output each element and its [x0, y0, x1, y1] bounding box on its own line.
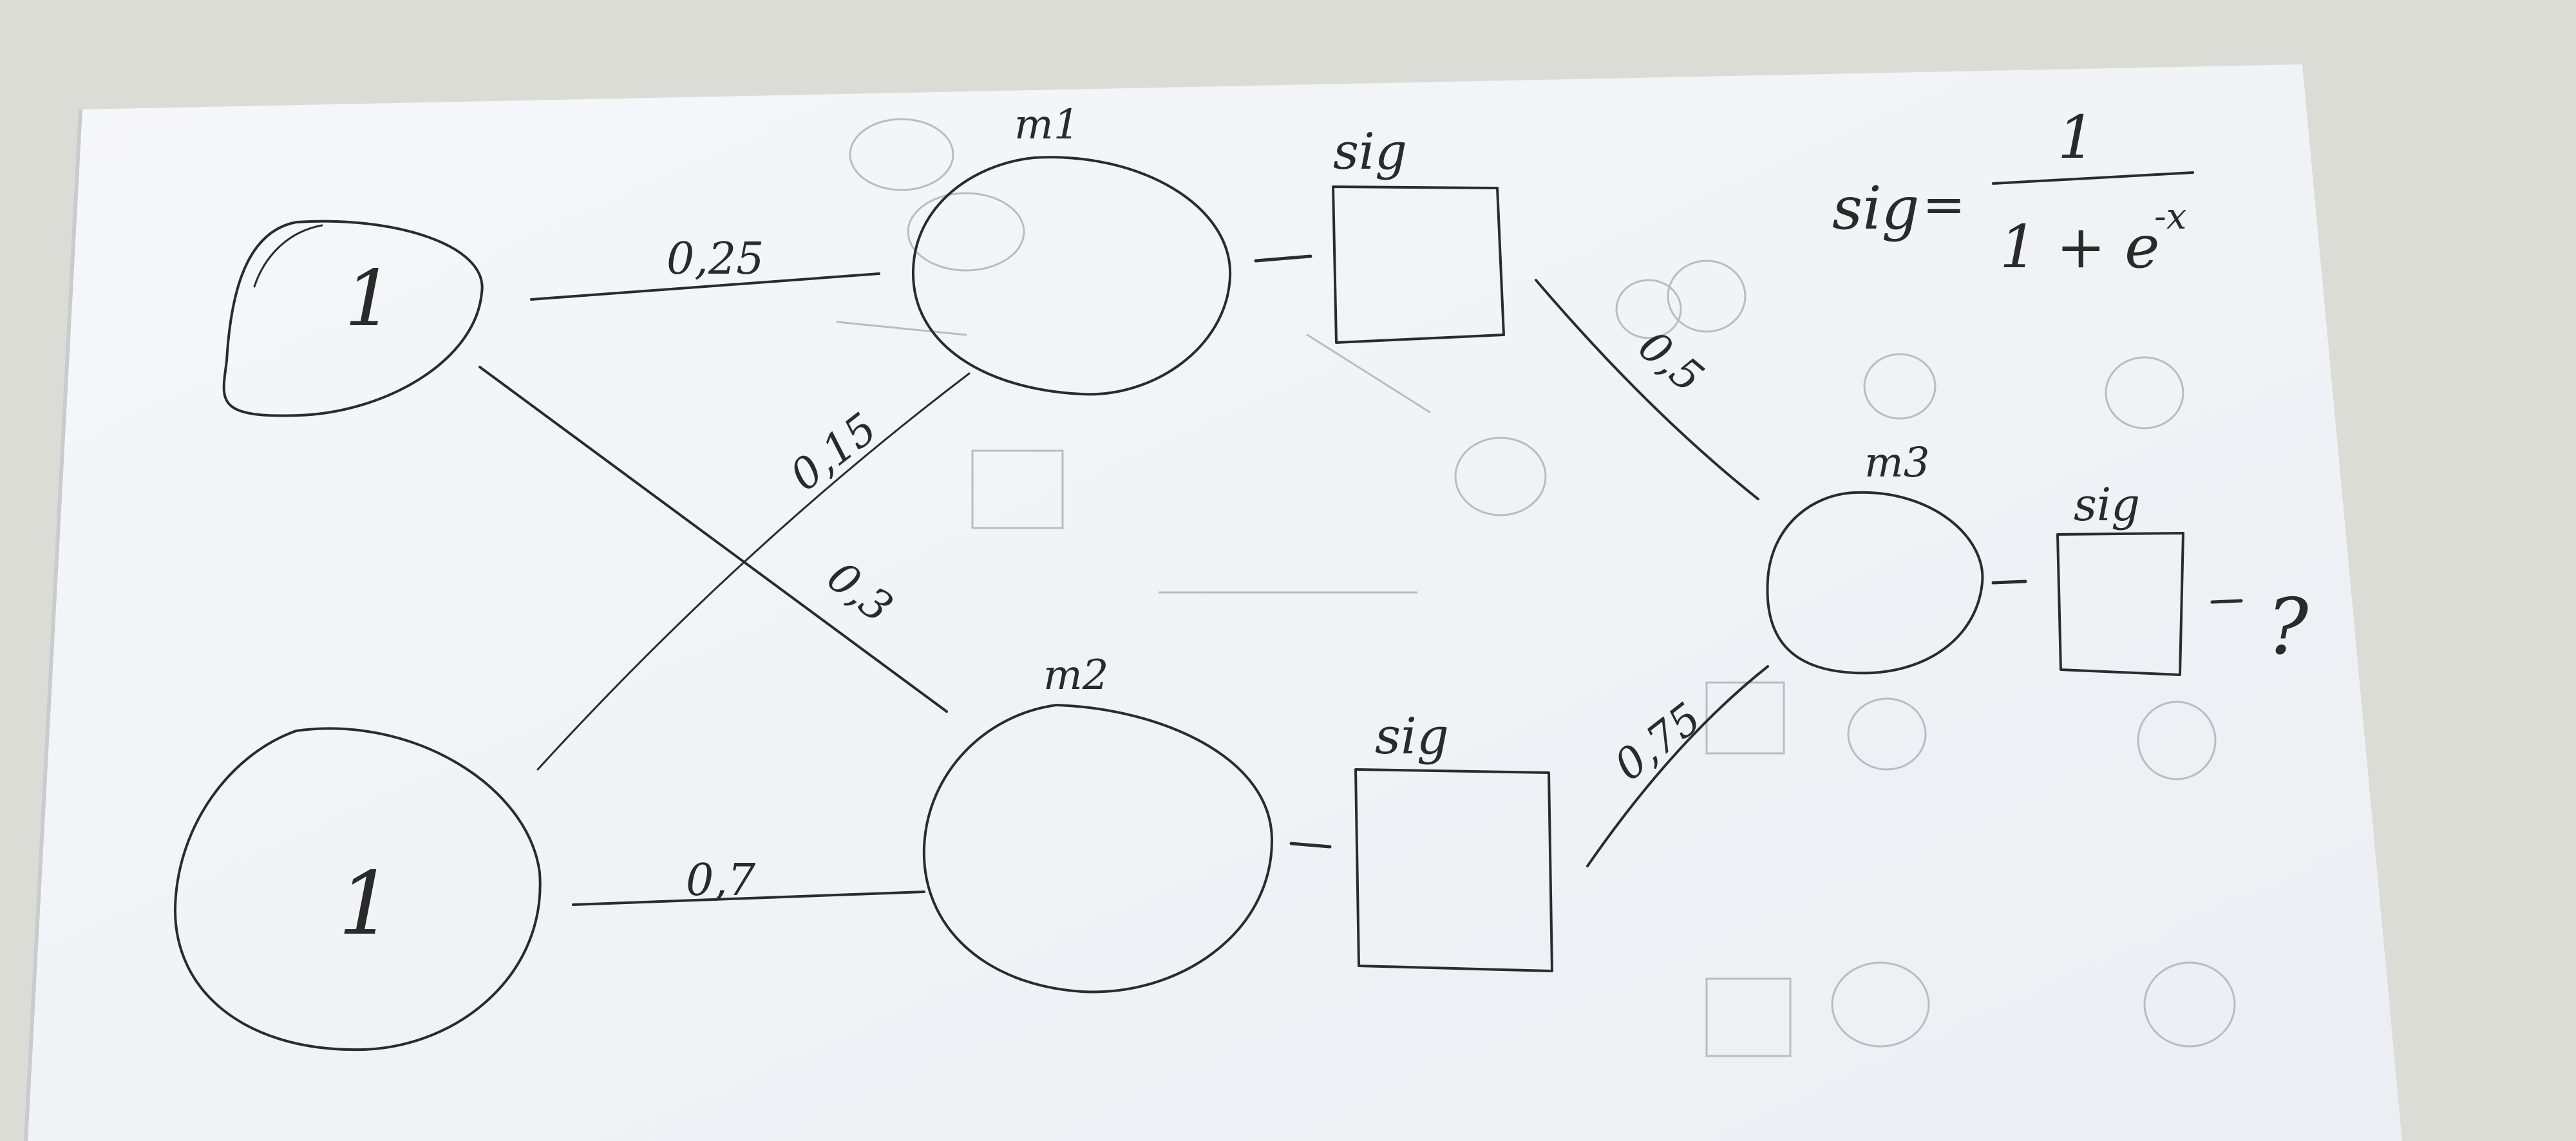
sig-box-1 — [1332, 185, 1505, 344]
neuron-m1 — [911, 156, 1232, 396]
sig-box-2 — [1354, 768, 1553, 972]
edge-input2-m2 — [572, 891, 925, 906]
edge-input1-m1 — [530, 272, 880, 301]
dash-m2-sig2 — [1289, 842, 1332, 849]
dash-sig3-output — [2210, 599, 2243, 604]
formula-numerator: 1 — [2058, 103, 2096, 172]
edge-sig2-m3 — [1586, 665, 1769, 867]
weight-input2-m2: 0,7 — [686, 855, 756, 906]
weight-input1-m1: 0,25 — [667, 234, 764, 285]
formula-equals: = — [1922, 174, 1965, 234]
dash-m3-sig3 — [1991, 580, 2027, 585]
connections — [478, 254, 2243, 906]
dash-m1-sig1 — [1254, 254, 1312, 263]
input-2-label: 1 — [338, 853, 393, 954]
input-node-1 — [222, 220, 484, 417]
sig-box-1-label: sig — [1333, 123, 1407, 181]
neuron-m1-label: m1 — [1014, 101, 1079, 149]
edge-input2-m1 — [536, 372, 971, 771]
input-1-label: 1 — [345, 254, 393, 344]
neuron-m3 — [1766, 491, 1984, 675]
sig-box-3 — [2056, 532, 2184, 676]
edge-input1-m2 — [478, 366, 948, 713]
formula-lhs: sig — [1832, 174, 1920, 243]
bleed-through-marks — [836, 118, 2236, 1057]
formula-exponent: -x — [2154, 196, 2187, 238]
paper-left-edge — [24, 109, 82, 1141]
paper-sheet — [26, 64, 2402, 1141]
neuron-m3-label: m3 — [1864, 439, 1929, 487]
sigmoid-formula: sig = 1 1 + e -x — [1832, 103, 2194, 281]
formula-fraction-bar — [1992, 171, 2194, 185]
neuron-m2 — [922, 704, 1273, 994]
sig-box-3-label: sig — [2074, 478, 2140, 531]
edge-sig1-m3 — [1535, 279, 1759, 500]
output-unknown: ? — [2267, 583, 2309, 672]
input-node-2 — [173, 727, 542, 1051]
sig-box-2-label: sig — [1375, 708, 1449, 766]
neuron-m2-label: m2 — [1043, 652, 1108, 699]
formula-denominator: 1 + e — [2000, 212, 2160, 281]
